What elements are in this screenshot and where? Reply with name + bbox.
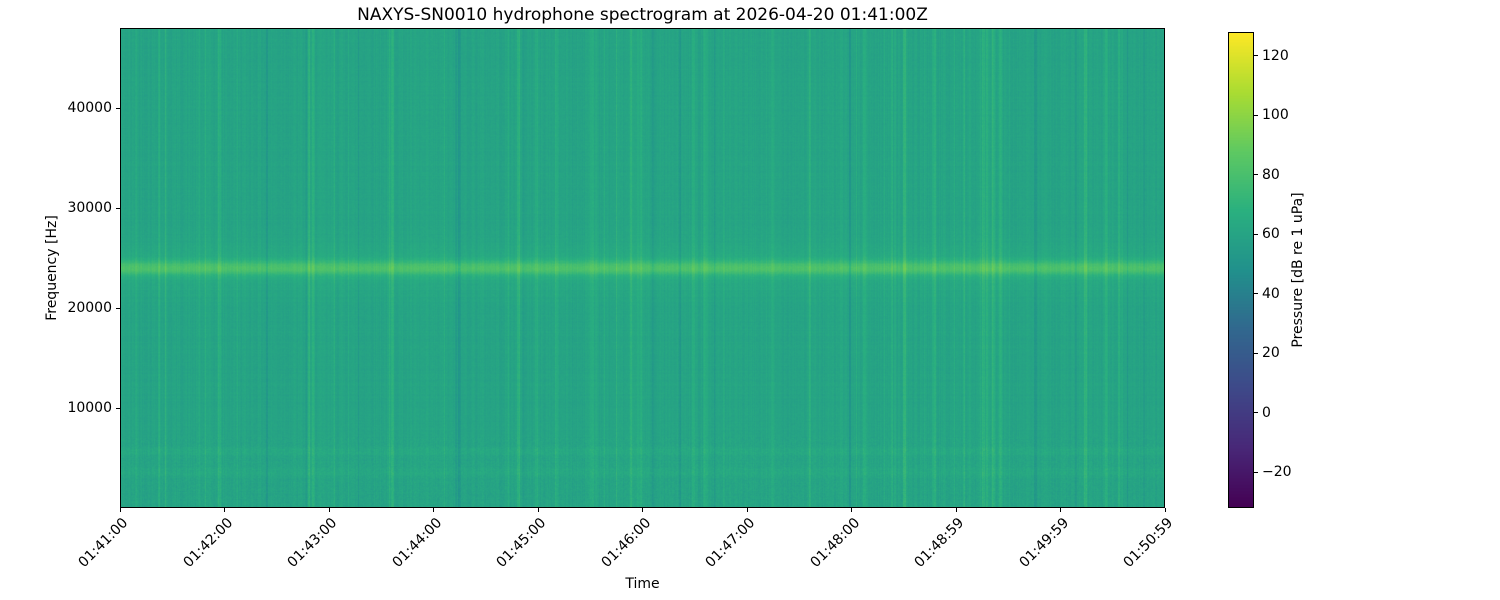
y-tick-label: 20000 [67,300,112,316]
colorbar-tick-label: 100 [1262,107,1289,124]
colorbar-tick-mark [1254,114,1258,116]
colorbar-tick-mark [1254,55,1258,57]
colorbar-tick-mark [1254,233,1258,235]
x-tick-mark [433,508,434,512]
colorbar-gradient [1229,33,1253,507]
colorbar-tick-label: 0 [1262,404,1271,421]
x-tick-label: 01:48:00 [807,515,863,571]
x-tick-mark [746,508,748,512]
y-tick-mark [116,207,120,209]
colorbar [1228,32,1254,508]
colorbar-tick-label: −20 [1262,464,1292,481]
x-tick-label: 01:42:00 [180,515,236,571]
spectrogram-heatmap [121,29,1164,507]
x-tick-label: 01:48:59 [911,515,968,571]
colorbar-label: Pressure [dB re 1 uPa] [1290,192,1306,348]
x-tick-mark [119,508,121,512]
x-tick-label: 01:50:59 [1120,515,1177,571]
y-tick-mark [116,407,120,409]
y-tick-label: 10000 [67,400,112,416]
x-tick-label: 01:49:59 [1016,515,1072,571]
x-tick-mark [328,508,330,512]
x-tick-label: 01:45:00 [493,515,550,571]
colorbar-tick-label: 40 [1262,285,1280,302]
y-tick-label: 40000 [67,100,112,116]
x-tick-mark [537,508,539,512]
y-tick-mark [116,107,120,109]
x-tick-mark [1060,508,1061,512]
chart-title: NAXYS-SN0010 hydrophone spectrogram at 2… [357,5,928,25]
x-tick-label: 01:41:00 [75,515,132,571]
colorbar-tick-mark [1254,174,1258,176]
y-tick-label: 30000 [67,200,112,216]
colorbar-tick-label: 80 [1262,166,1280,183]
y-tick-mark [116,307,120,309]
x-tick-mark [224,508,225,512]
x-tick-label: 01:47:00 [702,515,759,571]
x-tick-mark [851,508,852,512]
x-tick-mark [1164,508,1166,512]
x-tick-label: 01:43:00 [284,515,341,571]
colorbar-tick-mark [1254,352,1258,354]
colorbar-tick-label: 60 [1262,226,1280,243]
x-tick-label: 01:44:00 [389,515,445,571]
colorbar-tick-mark [1254,471,1258,473]
colorbar-tick-mark [1254,293,1258,295]
x-tick-mark [955,508,957,512]
x-tick-mark [642,508,643,512]
x-axis-label: Time [625,576,660,592]
x-tick-label: 01:46:00 [598,515,654,571]
colorbar-tick-mark [1254,412,1258,414]
colorbar-tick-label: 20 [1262,345,1280,362]
colorbar-tick-label: 120 [1262,47,1289,64]
plot-area [120,28,1165,508]
